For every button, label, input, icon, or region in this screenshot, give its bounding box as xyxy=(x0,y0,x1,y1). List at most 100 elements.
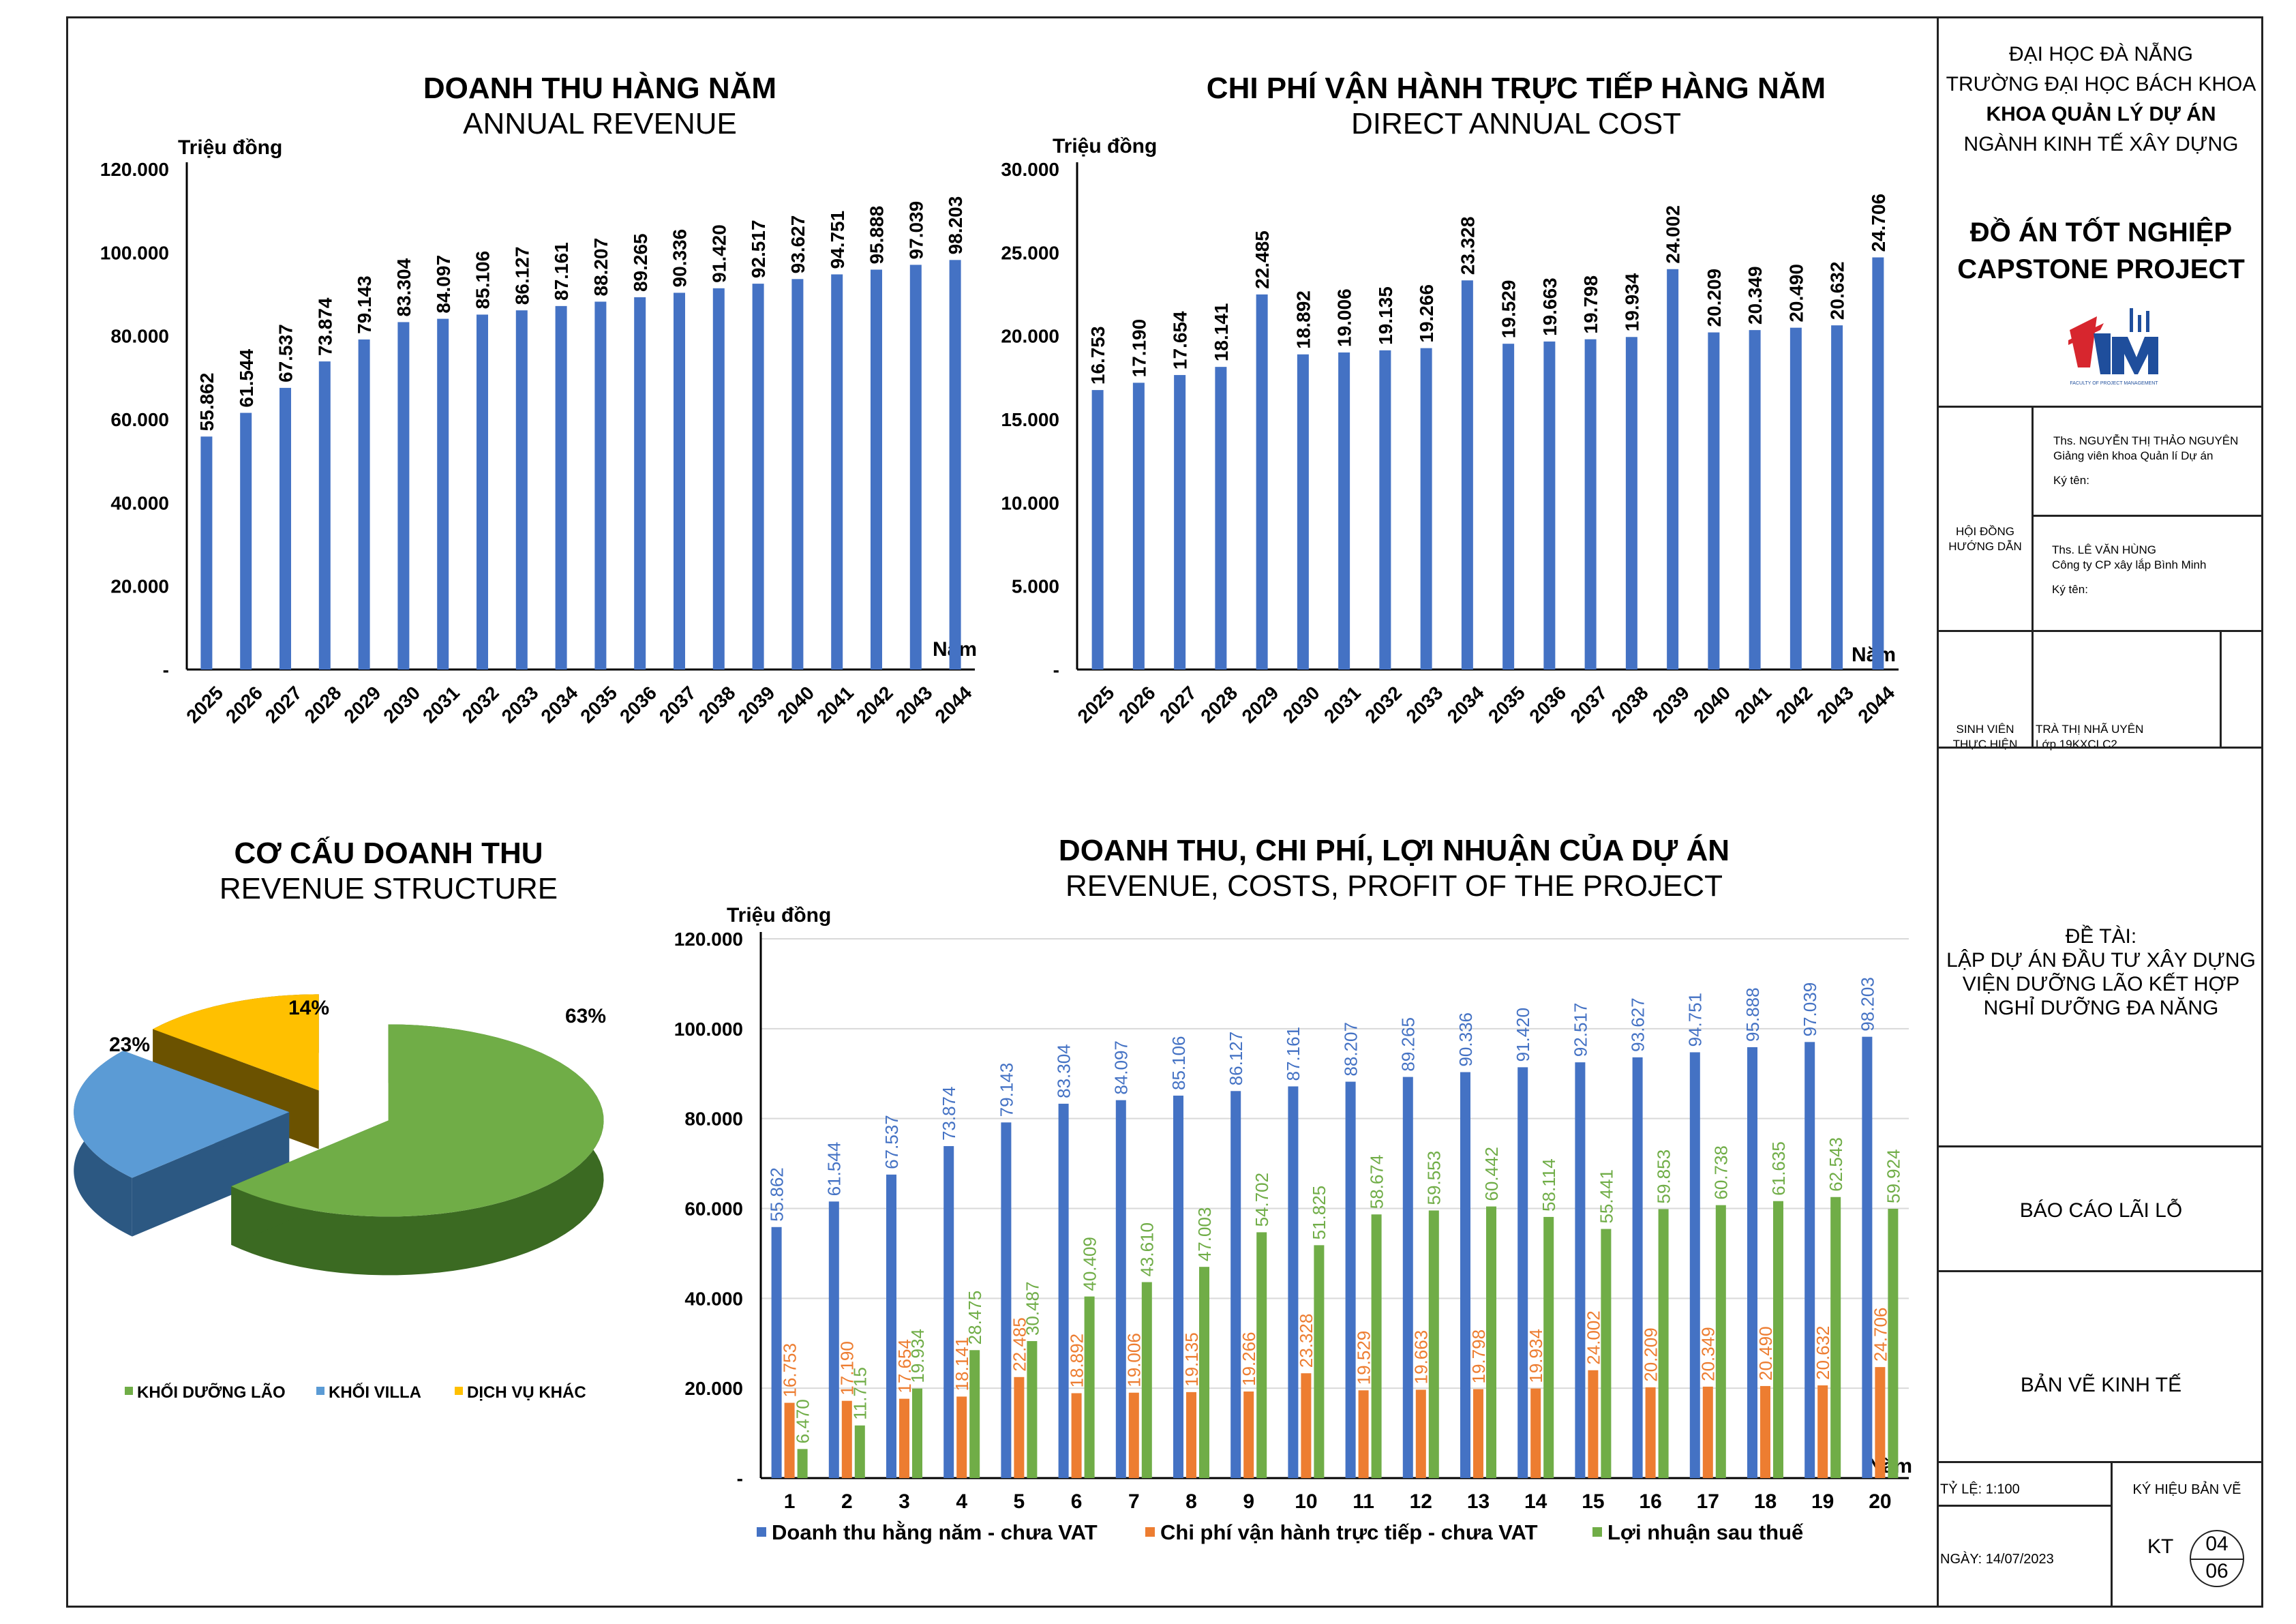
advisor1-sign: Ký tên: xyxy=(2053,474,2089,487)
report-title: BÁO CÁO LÃI LỖ xyxy=(2019,1199,2183,1222)
sheet-number-circle: 04 06 xyxy=(2190,1530,2244,1587)
bar xyxy=(949,260,961,670)
bar xyxy=(1186,1392,1196,1478)
chart2: - 5.000 10.000 15.000 20.000 25.000 30.000Triệ… xyxy=(1001,135,1899,727)
y-axis-title: Triệu đồng xyxy=(178,136,282,159)
major: NGÀNH KINH TẾ XÂY DỰNG xyxy=(1963,133,2239,155)
bar xyxy=(477,314,488,670)
data-label: 73.874 xyxy=(939,1087,959,1141)
data-label: 17.190 xyxy=(837,1341,858,1396)
bar xyxy=(828,1201,839,1478)
bar xyxy=(752,284,764,670)
bar xyxy=(1862,1036,1873,1478)
bar xyxy=(1667,269,1679,670)
x-tick-label: 14 xyxy=(1524,1490,1547,1513)
bar xyxy=(1543,341,1556,670)
bar xyxy=(797,1449,808,1478)
bar xyxy=(1371,1214,1382,1478)
chart3-title: CƠ CẤU DOANH THU xyxy=(234,837,543,870)
x-tick-label: 2029 xyxy=(340,682,385,727)
advisor1: Ths. NGUYỄN THỊ THẢO NGUYÊN Giảng viên k… xyxy=(2053,434,2238,488)
x-tick-label: 2033 xyxy=(1402,682,1447,727)
data-label: 40.409 xyxy=(1079,1237,1100,1291)
y-tick-label: - xyxy=(737,1468,743,1489)
y-tick-label: 60.000 xyxy=(684,1199,743,1220)
data-label: 93.627 xyxy=(1627,997,1648,1052)
x-tick-label: 2041 xyxy=(813,682,858,727)
x-tick-label: 2035 xyxy=(1484,682,1529,727)
data-label: 19.798 xyxy=(1580,275,1601,334)
student-class: Lớp 19KXCLC2 xyxy=(2036,738,2117,751)
legend-label: Doanh thu hằng năm - chưa VAT xyxy=(772,1520,1098,1544)
bar xyxy=(1702,1386,1713,1478)
legend-swatch xyxy=(1145,1527,1155,1537)
bar xyxy=(791,279,804,670)
data-label: 22.485 xyxy=(1009,1317,1029,1372)
bar xyxy=(854,1425,865,1478)
x-tick-label: 2036 xyxy=(616,682,661,727)
x-tick-label: 9 xyxy=(1243,1490,1254,1513)
bar xyxy=(1297,354,1309,670)
legend-label: DỊCH VỤ KHÁC xyxy=(467,1383,586,1402)
x-tick-label: 4 xyxy=(956,1490,967,1513)
x-tick-label: 2044 xyxy=(1854,682,1899,727)
x-tick-label: 2039 xyxy=(1648,682,1693,727)
data-label: 19.663 xyxy=(1539,277,1560,336)
bar xyxy=(771,1227,782,1478)
bar xyxy=(1358,1390,1369,1478)
x-tick-label: 2043 xyxy=(892,682,937,727)
pie-data-label: 23% xyxy=(109,1034,150,1056)
bar xyxy=(871,269,882,670)
data-label: 11.715 xyxy=(850,1367,871,1420)
data-label: 59.924 xyxy=(1883,1149,1903,1203)
data-label: 83.304 xyxy=(393,258,414,316)
bar xyxy=(1128,1392,1139,1478)
x-tick-label: 2042 xyxy=(852,682,897,727)
project-title-vi: ĐỒ ÁN TỐT NGHIỆP xyxy=(1969,217,2233,247)
data-label: 94.751 xyxy=(1685,993,1706,1047)
bar xyxy=(1645,1387,1656,1478)
data-label: 17.654 xyxy=(1170,311,1191,370)
x-tick-label: 15 xyxy=(1582,1490,1604,1513)
bar xyxy=(1584,339,1597,670)
data-label: 98.203 xyxy=(945,196,966,255)
y-tick-label: 25.000 xyxy=(1001,242,1059,263)
data-label: 22.485 xyxy=(1252,230,1273,289)
data-label: 88.207 xyxy=(1340,1022,1361,1077)
bar xyxy=(1773,1201,1783,1478)
data-label: 60.738 xyxy=(1711,1145,1732,1200)
bar xyxy=(1543,1216,1554,1478)
data-label: 87.161 xyxy=(1283,1027,1303,1081)
bar xyxy=(1888,1209,1899,1478)
bar xyxy=(1460,1072,1470,1478)
bar xyxy=(1420,348,1432,670)
data-label: 24.002 xyxy=(1583,1310,1603,1365)
bar xyxy=(1301,1373,1312,1478)
x-tick-label: 2031 xyxy=(1320,682,1365,727)
chart3-title-block: CƠ CẤU DOANH THU REVENUE STRUCTURE xyxy=(116,836,661,907)
data-label: 84.097 xyxy=(433,255,454,314)
data-label: 61.544 xyxy=(236,348,257,407)
x-tick-label: 11 xyxy=(1353,1490,1374,1513)
school: TRƯỜNG ĐẠI HỌC BÁCH KHOA xyxy=(1946,73,2256,95)
drawing-code-label: KÝ HIỆU BẢN VẼ xyxy=(2132,1482,2241,1497)
advisors-label: HỘI ĐỒNG HƯỚNG DẪN xyxy=(1948,525,2022,553)
data-label: 92.517 xyxy=(748,220,769,278)
bar xyxy=(1288,1086,1299,1478)
data-label: 91.420 xyxy=(1513,1008,1533,1062)
bar xyxy=(1831,325,1843,670)
data-label: 19.798 xyxy=(1468,1329,1489,1384)
x-tick-label: 2031 xyxy=(419,682,464,727)
bar xyxy=(594,301,607,670)
bar xyxy=(437,318,449,670)
drawing-type: BẢN VẼ KINH TẾ xyxy=(2020,1374,2182,1396)
data-label: 79.143 xyxy=(354,275,375,334)
x-tick-label: 2026 xyxy=(222,682,267,727)
data-label: 60.442 xyxy=(1481,1147,1502,1201)
data-label: 97.039 xyxy=(1800,982,1820,1037)
bar xyxy=(1708,332,1720,670)
legend-swatch xyxy=(455,1387,463,1395)
x-tick-label: 2036 xyxy=(1525,682,1570,727)
data-label: 20.349 xyxy=(1698,1327,1719,1381)
y-tick-label: 20.000 xyxy=(684,1378,743,1399)
